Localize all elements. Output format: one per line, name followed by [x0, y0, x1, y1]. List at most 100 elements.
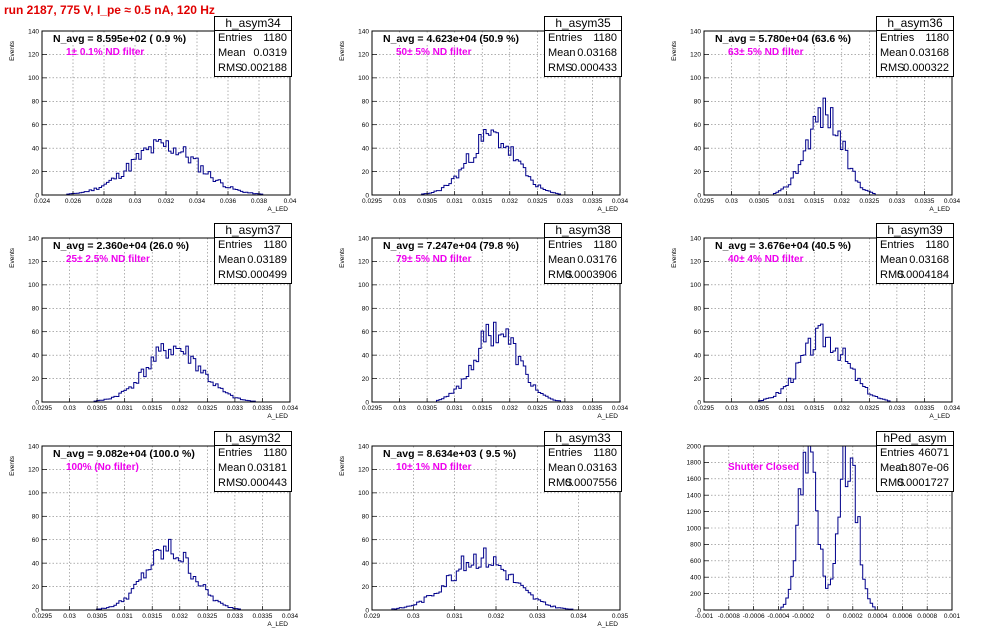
- stats-key: RMS: [880, 62, 905, 74]
- x-tick-label: 0.0315: [472, 198, 492, 205]
- y-tick-label: 0: [365, 399, 369, 406]
- y-tick-label: 60: [32, 122, 40, 129]
- stats-value: 46071: [918, 447, 949, 459]
- stats-box: Entries 1180 Mean 0.03189 RMS 0.000499: [214, 237, 292, 284]
- n-avg-label: N_avg = 8.634e+03 ( 9.5 %): [381, 448, 519, 460]
- y-tick-label: 40: [694, 352, 702, 359]
- stats-value: 0.0003906: [565, 269, 617, 281]
- x-tick-label: 0.033: [557, 405, 574, 412]
- x-axis-label: A_LED: [929, 206, 950, 213]
- x-tick-label: 0.03: [129, 198, 142, 205]
- run-title: run 2187, 775 V, I_pe ≈ 0.5 nA, 120 Hz: [4, 3, 215, 17]
- x-tick-label: 0.0295: [362, 405, 382, 412]
- histogram-line: [372, 321, 620, 403]
- stats-row: Entries 46071: [877, 446, 953, 461]
- histogram-title: h_asym33: [544, 431, 622, 446]
- histogram-line: [704, 323, 952, 403]
- n-avg-label: N_avg = 5.780e+04 (63.6 %): [713, 33, 854, 45]
- x-tick-label: 0.0315: [472, 405, 492, 412]
- x-tick-label: 0.034: [612, 198, 629, 205]
- y-tick-label: 0: [697, 192, 701, 199]
- stats-key: Mean: [218, 254, 246, 266]
- histogram-plot: -0.001 -0.0008 -0.0006 -0.0004 -0.0002 0 0.000…: [687, 443, 961, 620]
- y-tick-label: 60: [694, 122, 702, 129]
- y-tick-label: 0: [697, 607, 701, 614]
- stats-value: 0.0007556: [565, 477, 617, 489]
- y-tick-label: 20: [32, 584, 40, 591]
- y-tick-label: 60: [32, 329, 40, 336]
- filter-annotation: Shutter Closed: [728, 462, 800, 473]
- y-axis-label: Events: [339, 40, 346, 61]
- x-tick-label: 0.033: [227, 405, 244, 412]
- stats-row: Mean 0.03168: [545, 46, 621, 61]
- n-avg-label: N_avg = 9.082e+04 (100.0 %): [51, 448, 197, 460]
- stats-box: Entries 46071 Mean -1.807e-06 RMS 0.0001727: [876, 445, 954, 492]
- y-tick-label: 0: [365, 192, 369, 199]
- y-tick-label: 80: [32, 99, 40, 106]
- stats-value: 0.03168: [577, 47, 617, 59]
- stats-row: Entries 1180: [545, 446, 621, 461]
- stats-key: Entries: [548, 239, 583, 251]
- stats-row: Entries 1180: [545, 31, 621, 46]
- stats-key: Entries: [880, 239, 915, 251]
- histogram-line: [42, 538, 290, 611]
- y-tick-label: 400: [690, 575, 701, 582]
- plot-frame: [41, 237, 291, 403]
- y-tick-label: 140: [28, 28, 39, 35]
- stats-key: Mean: [880, 254, 908, 266]
- stats-value: 0.03176: [577, 254, 617, 266]
- y-tick-label: 80: [362, 514, 370, 521]
- y-tick-label: 140: [358, 28, 369, 35]
- histogram-title: h_asym38: [544, 223, 622, 238]
- stats-value: 1180: [263, 32, 287, 44]
- x-tick-label: 0.03: [725, 405, 738, 412]
- stats-key: Mean: [218, 47, 246, 59]
- stats-key: RMS: [548, 269, 573, 281]
- y-tick-label: 100: [28, 282, 39, 289]
- stats-key: Mean: [548, 462, 576, 474]
- stats-row: Entries 1180: [215, 446, 291, 461]
- stats-row: Mean 0.03163: [545, 461, 621, 476]
- stats-row: RMS 0.000443: [215, 476, 291, 491]
- histogram-plot: 0.0295 0.03 0.0305 0.031 0.0315 0.032 0.0325 0.…: [671, 235, 961, 420]
- stats-row: Mean 0.03168: [877, 253, 953, 268]
- x-tick-label: 0.0315: [142, 405, 162, 412]
- y-tick-label: 0: [35, 192, 39, 199]
- histogram-plot: 0.0295 0.03 0.0305 0.031 0.0315 0.032 0.0325 0.…: [339, 235, 629, 420]
- x-tick-label: 0.0335: [252, 613, 272, 620]
- stats-row: Mean 0.03181: [215, 461, 291, 476]
- x-tick-label: 0.034: [944, 198, 961, 205]
- y-tick-label: 0: [35, 399, 39, 406]
- stats-key: Entries: [218, 239, 253, 251]
- x-tick-label: 0.0335: [252, 405, 272, 412]
- histogram-panel-h_asym37: 0.0295 0.03 0.0305 0.031 0.0315 0.032 0.0325 0.…: [0, 222, 325, 422]
- histogram-title: h_asym37: [214, 223, 292, 238]
- x-tick-label: 0: [826, 613, 830, 620]
- y-tick-label: 140: [358, 443, 369, 450]
- stats-value: 0.000322: [903, 62, 949, 74]
- stats-key: Entries: [880, 447, 915, 459]
- stats-value: 0.03168: [909, 254, 949, 266]
- x-tick-label: 0.0325: [527, 405, 547, 412]
- x-axis-label: A_LED: [267, 206, 288, 213]
- stats-key: RMS: [880, 269, 905, 281]
- stats-row: RMS 0.0003906: [545, 268, 621, 283]
- stats-box: Entries 1180 Mean 0.03176 RMS 0.0003906: [544, 237, 622, 284]
- y-tick-label: 800: [690, 542, 701, 549]
- y-tick-label: 140: [690, 235, 701, 242]
- x-tick-label: 0.0315: [804, 198, 824, 205]
- y-tick-label: 1400: [687, 493, 702, 500]
- stats-key: RMS: [880, 477, 905, 489]
- stats-value: 0.000443: [241, 477, 287, 489]
- histogram-line: [704, 97, 952, 196]
- x-tick-label: 0.034: [282, 405, 299, 412]
- x-tick-label: 0.0325: [197, 405, 217, 412]
- y-tick-label: 60: [362, 329, 370, 336]
- histogram-title: h_asym39: [876, 223, 954, 238]
- stats-value: 0.000433: [571, 62, 617, 74]
- x-tick-label: 0.031: [117, 405, 134, 412]
- y-tick-label: 20: [362, 376, 370, 383]
- stats-key: RMS: [548, 62, 573, 74]
- y-tick-label: 80: [694, 306, 702, 313]
- histogram-title: hPed_asym: [876, 431, 954, 446]
